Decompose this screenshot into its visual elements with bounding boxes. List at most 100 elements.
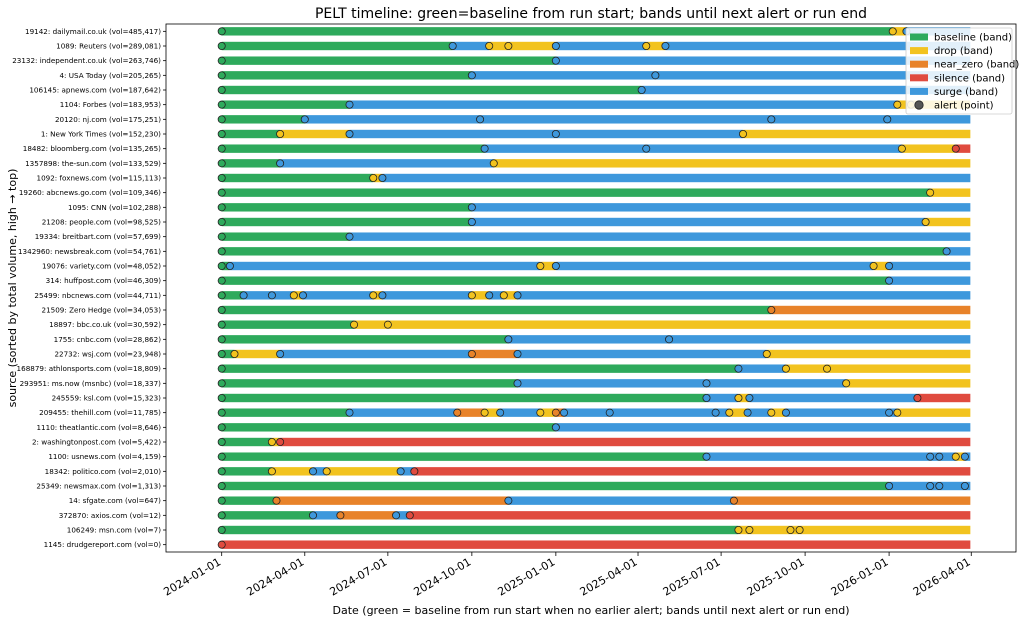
alert-point-row-18-9 bbox=[499, 291, 508, 300]
alert-point-row-31-2 bbox=[926, 481, 935, 490]
y-tick-label-32: 14: sfgate.com (vol=647) bbox=[69, 496, 161, 505]
alert-point-row-17-1 bbox=[885, 276, 894, 285]
band-row-18-7 bbox=[471, 291, 490, 300]
alert-point-row-16-4 bbox=[869, 261, 878, 270]
band-row-1-3 bbox=[508, 41, 556, 51]
band-row-33-1 bbox=[312, 511, 341, 520]
band-row-1-6 bbox=[665, 41, 971, 51]
band-row-34-3 bbox=[790, 525, 800, 535]
alert-point-row-9-2 bbox=[489, 159, 498, 168]
band-row-14-0 bbox=[221, 232, 350, 241]
alert-point-row-24-2 bbox=[702, 379, 711, 388]
alert-point-row-30-0 bbox=[217, 467, 226, 476]
legend-label-baseline: baseline (band) bbox=[934, 33, 1012, 44]
alert-point-row-1-0 bbox=[217, 42, 226, 51]
alert-point-row-21-1 bbox=[504, 335, 513, 344]
band-row-31-1 bbox=[889, 481, 931, 491]
band-row-23-3 bbox=[827, 364, 971, 373]
band-row-2-0 bbox=[221, 56, 556, 65]
alert-point-row-16-3 bbox=[551, 261, 560, 270]
band-row-32-3 bbox=[733, 496, 971, 505]
band-row-33-4 bbox=[409, 511, 971, 520]
band-row-26-11 bbox=[747, 408, 772, 417]
alert-point-row-23-3 bbox=[823, 364, 832, 373]
alert-point-row-19-0 bbox=[217, 305, 226, 314]
legend-label-alert: alert (point) bbox=[934, 101, 994, 112]
band-row-34-1 bbox=[738, 525, 750, 535]
alert-point-row-24-1 bbox=[513, 379, 522, 388]
legend-label-silence: silence (band) bbox=[934, 73, 1005, 84]
alert-point-row-32-2 bbox=[504, 496, 513, 505]
alert-point-row-18-3 bbox=[289, 291, 298, 300]
alert-point-row-6-2 bbox=[476, 115, 485, 124]
alert-point-row-18-0 bbox=[217, 291, 226, 300]
alert-point-row-18-7 bbox=[467, 291, 476, 300]
band-row-18-1 bbox=[243, 291, 272, 300]
band-row-16-4 bbox=[873, 261, 890, 271]
band-row-13-2 bbox=[925, 217, 971, 227]
legend-label-surge: surge (band) bbox=[934, 87, 998, 98]
band-row-20-1 bbox=[354, 320, 388, 329]
band-row-32-2 bbox=[508, 496, 734, 505]
alert-point-row-26-0 bbox=[217, 408, 226, 417]
alert-point-row-11-1 bbox=[926, 188, 935, 197]
alert-point-row-1-1 bbox=[448, 42, 457, 51]
band-row-26-9 bbox=[715, 408, 730, 417]
alert-point-row-26-3 bbox=[480, 408, 489, 417]
alert-point-row-4-1 bbox=[637, 86, 646, 95]
alert-point-row-14-1 bbox=[345, 232, 354, 241]
alert-point-row-24-0 bbox=[217, 379, 226, 388]
alert-point-row-16-2 bbox=[536, 261, 545, 270]
alert-point-row-34-0 bbox=[217, 526, 226, 535]
band-row-25-1 bbox=[706, 393, 739, 403]
band-row-31-0 bbox=[221, 481, 890, 491]
alert-point-row-34-2 bbox=[745, 526, 754, 535]
alert-point-row-22-0 bbox=[217, 349, 226, 358]
alert-point-row-33-3 bbox=[392, 511, 401, 520]
band-row-16-5 bbox=[889, 261, 971, 271]
alert-point-row-30-1 bbox=[267, 467, 276, 476]
y-axis-label: source (sorted by total volume, high → t… bbox=[6, 169, 19, 408]
alert-point-row-28-0 bbox=[217, 437, 226, 446]
y-tick-label-24: 293951: ms.now (msnbc) (vol=18,337) bbox=[20, 379, 162, 388]
alert-point-row-7-2 bbox=[345, 129, 354, 138]
legend-swatch-near_zero bbox=[910, 60, 928, 68]
alert-point-row-30-4 bbox=[396, 467, 405, 476]
alert-point-row-22-2 bbox=[276, 349, 285, 358]
y-tick-label-8: 18482: bloomberg.com (vol=135,265) bbox=[23, 144, 161, 153]
y-tick-label-31: 25349: newsmax.com (vol=1,313) bbox=[36, 482, 161, 491]
alert-point-row-26-4 bbox=[496, 408, 505, 417]
band-row-26-13 bbox=[785, 408, 890, 417]
y-tick-label-27: 1110: theatlantic.com (vol=8,646) bbox=[36, 423, 161, 432]
band-row-31-2 bbox=[930, 481, 940, 491]
band-row-9-2 bbox=[493, 159, 971, 168]
alert-point-row-18-8 bbox=[485, 291, 494, 300]
band-row-32-0 bbox=[221, 496, 277, 505]
y-tick-label-16: 19076: variety.com (vol=48,052) bbox=[42, 262, 161, 271]
alert-point-row-25-3 bbox=[745, 393, 754, 402]
alert-point-row-26-6 bbox=[551, 408, 560, 417]
alert-point-row-3-2 bbox=[651, 71, 660, 80]
band-row-21-1 bbox=[508, 335, 670, 344]
alert-point-row-19-1 bbox=[767, 305, 776, 314]
alert-point-row-26-15 bbox=[893, 408, 902, 417]
alert-point-row-30-2 bbox=[308, 467, 317, 476]
alert-point-row-16-5 bbox=[885, 261, 894, 270]
band-row-25-3 bbox=[749, 393, 918, 403]
alert-point-row-26-2 bbox=[453, 408, 462, 417]
legend-box bbox=[905, 27, 1013, 115]
band-row-7-2 bbox=[349, 129, 556, 139]
legend-swatch-drop bbox=[910, 47, 928, 55]
band-row-30-4 bbox=[400, 467, 415, 476]
band-row-29-4 bbox=[955, 452, 965, 461]
x-tick-label-4: 2025-01-01 bbox=[495, 555, 557, 598]
x-axis-ticks: 2024-01-01 2024-04-01 2024-07-01 2024-10-01… bbox=[161, 552, 973, 599]
alert-point-row-13-1 bbox=[467, 217, 476, 226]
alert-point-row-10-1 bbox=[369, 173, 378, 182]
band-row-1-4 bbox=[555, 41, 647, 51]
band-row-12-1 bbox=[471, 203, 971, 212]
alert-point-row-13-0 bbox=[217, 217, 226, 226]
band-row-6-2 bbox=[480, 115, 772, 124]
alert-point-row-28-2 bbox=[276, 437, 285, 446]
y-tick-label-29: 1100: usnews.com (vol=4,159) bbox=[48, 452, 161, 461]
